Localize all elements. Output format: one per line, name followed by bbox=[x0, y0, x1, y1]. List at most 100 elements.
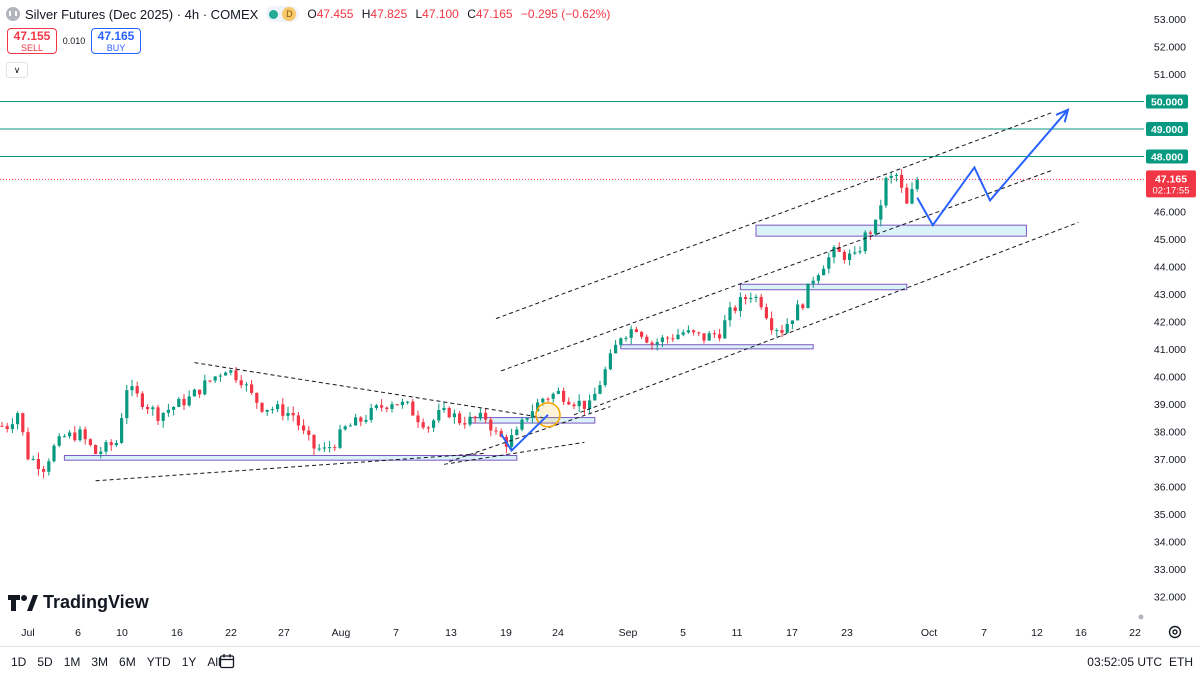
x-tick-label: Aug bbox=[332, 627, 351, 639]
x-tick-label: 13 bbox=[445, 627, 457, 639]
candle-body bbox=[494, 430, 498, 432]
candle-body bbox=[239, 380, 243, 386]
buy-price: 47.165 bbox=[97, 29, 135, 43]
trade-buttons: 47.155 SELL 0.010 47.165 BUY bbox=[7, 28, 141, 54]
bar-countdown: 02:17:55 bbox=[1153, 185, 1190, 196]
price-chart[interactable]: 32.000 33.000 34.000 35.000 36.000 37.000 38.0… bbox=[0, 0, 1200, 646]
market-open-icon bbox=[269, 9, 279, 19]
candle-body bbox=[686, 330, 690, 333]
candle-body bbox=[437, 410, 441, 421]
candle-body bbox=[406, 401, 410, 403]
candle-body bbox=[338, 429, 342, 448]
trend-channel-line bbox=[95, 452, 486, 482]
range-all[interactable]: All bbox=[207, 655, 221, 669]
candle-body bbox=[588, 400, 592, 409]
candle-body bbox=[146, 406, 150, 410]
candle-body bbox=[603, 369, 607, 386]
range-1m[interactable]: 1M bbox=[63, 655, 81, 669]
candle-body bbox=[322, 447, 326, 449]
y-tick-label: 33.000 bbox=[1154, 564, 1186, 576]
y-tick-label: 36.000 bbox=[1154, 481, 1186, 493]
calendar-icon[interactable] bbox=[219, 653, 235, 669]
candle-body bbox=[780, 329, 784, 333]
gear-icon[interactable] bbox=[1167, 624, 1183, 640]
x-tick-label: 16 bbox=[171, 627, 183, 639]
candle-body bbox=[572, 404, 576, 407]
x-tick-label: 10 bbox=[116, 627, 128, 639]
candle-body bbox=[411, 401, 415, 416]
x-tick-label: 5 bbox=[680, 627, 686, 639]
sell-button[interactable]: 47.155 SELL bbox=[7, 28, 57, 54]
chart-header: Silver Futures (Dec 2025) · 4h · COMEX D… bbox=[6, 6, 615, 22]
tradingview-logo[interactable]: TradingView bbox=[8, 592, 149, 613]
candle-body bbox=[463, 423, 467, 425]
x-tick-label: 16 bbox=[1075, 627, 1087, 639]
candle-body bbox=[5, 425, 9, 429]
candle-body bbox=[302, 425, 306, 431]
x-tick-label: 11 bbox=[732, 627, 743, 639]
candle-body bbox=[608, 353, 612, 370]
status-indicators[interactable]: D bbox=[266, 6, 300, 22]
candle-body bbox=[400, 401, 404, 406]
candle-body bbox=[707, 333, 711, 341]
range-6m[interactable]: 6M bbox=[119, 655, 136, 669]
range-5d[interactable]: 5D bbox=[37, 655, 53, 669]
range-ytd[interactable]: YTD bbox=[146, 655, 171, 669]
candle-body bbox=[172, 406, 176, 410]
level-price-tag bbox=[1146, 149, 1188, 164]
candle-body bbox=[94, 445, 98, 454]
y-tick-label: 42.000 bbox=[1154, 316, 1186, 328]
candle-body bbox=[265, 409, 269, 412]
symbol-title[interactable]: Silver Futures (Dec 2025) · 4h · COMEX bbox=[25, 6, 259, 22]
candle-body bbox=[556, 390, 560, 394]
candle-body bbox=[343, 426, 347, 430]
spread-value: 0.010 bbox=[62, 36, 86, 46]
buy-button[interactable]: 47.165 BUY bbox=[91, 28, 141, 54]
candle-body bbox=[645, 336, 649, 343]
y-tick-label: 37.000 bbox=[1154, 454, 1186, 466]
candle-body bbox=[83, 429, 87, 440]
candle-body bbox=[73, 432, 77, 441]
candle-body bbox=[31, 458, 35, 460]
range-1y[interactable]: 1Y bbox=[181, 655, 197, 669]
candle-body bbox=[192, 389, 196, 397]
candle-body bbox=[525, 418, 529, 420]
candle-body bbox=[796, 304, 800, 321]
candle-body bbox=[744, 297, 748, 300]
candle-body bbox=[213, 376, 217, 381]
candle-body bbox=[307, 430, 311, 435]
candle-body bbox=[790, 320, 794, 325]
candle-body bbox=[447, 407, 451, 418]
level-price-tag bbox=[1146, 94, 1188, 109]
candle-body bbox=[619, 338, 623, 345]
sell-label: SELL bbox=[20, 43, 44, 53]
y-tick-label: 38.000 bbox=[1154, 426, 1186, 438]
candle-body bbox=[57, 436, 61, 446]
candle-body bbox=[328, 447, 332, 449]
session-toggle[interactable]: ETH bbox=[1169, 655, 1193, 669]
candle-body bbox=[536, 402, 540, 412]
candle-body bbox=[426, 427, 430, 429]
logo-text: TradingView bbox=[43, 592, 149, 612]
collapse-legend-button[interactable]: ∨ bbox=[6, 62, 28, 78]
y-tick-label: 35.000 bbox=[1154, 509, 1186, 521]
candle-body bbox=[442, 407, 446, 411]
candle-body bbox=[234, 370, 238, 381]
candle-body bbox=[676, 334, 680, 340]
candle-body bbox=[255, 392, 259, 403]
tradingview-logo-icon bbox=[8, 594, 38, 611]
candle-body bbox=[848, 253, 852, 260]
candle-body bbox=[629, 329, 633, 338]
range-1d[interactable]: 1D bbox=[11, 655, 27, 669]
utc-clock[interactable]: 03:52:05 UTC bbox=[1087, 655, 1162, 669]
trend-channel-line bbox=[573, 221, 1079, 416]
candle-body bbox=[416, 415, 420, 423]
y-tick-label: 52.000 bbox=[1154, 41, 1186, 53]
candle-body bbox=[140, 393, 144, 407]
x-tick-label: Sep bbox=[619, 627, 638, 639]
range-3m[interactable]: 3M bbox=[91, 655, 109, 669]
candle-body bbox=[374, 405, 378, 408]
y-tick-label: 44.000 bbox=[1154, 261, 1186, 273]
candle-body bbox=[99, 451, 103, 454]
candle-body bbox=[770, 318, 774, 331]
